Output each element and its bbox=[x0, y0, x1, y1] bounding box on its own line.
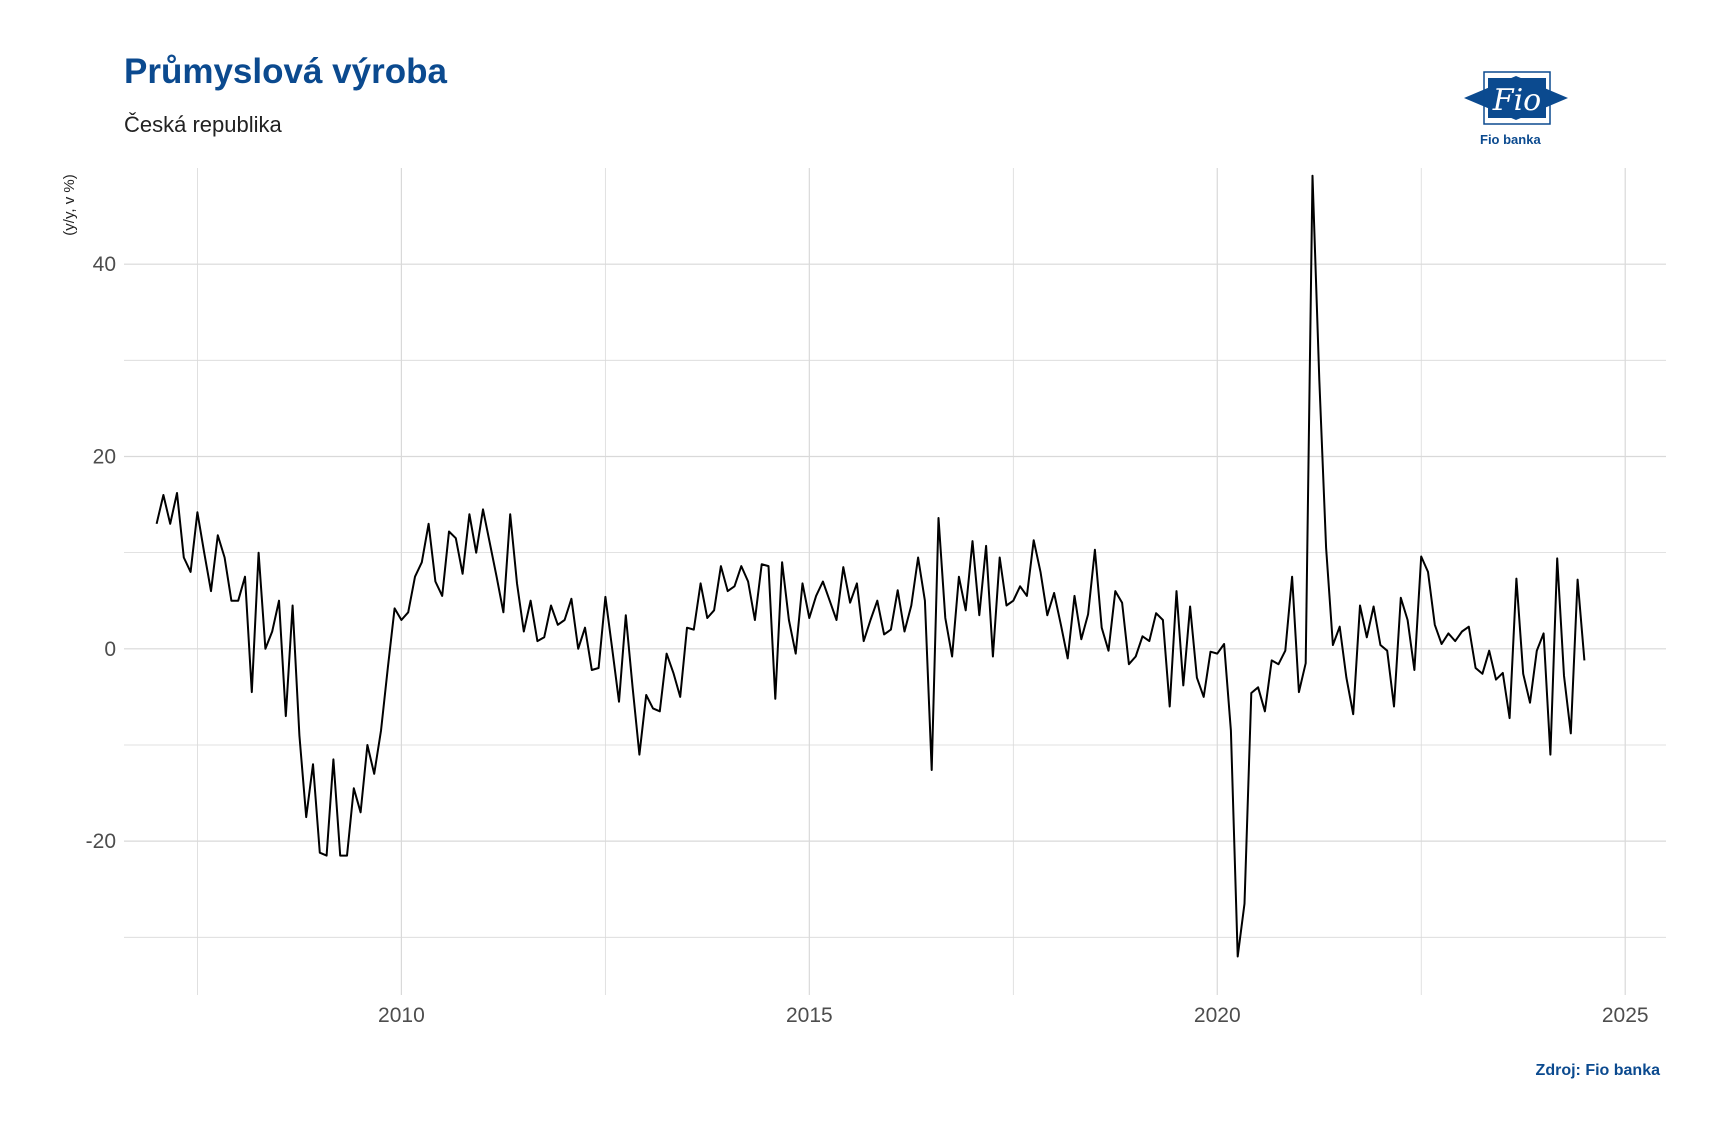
logo-caption: Fio banka bbox=[1480, 132, 1541, 147]
logo-mark: Fio bbox=[1492, 83, 1541, 118]
y-tick-label: 0 bbox=[104, 638, 116, 661]
y-tick-label: 20 bbox=[93, 445, 116, 468]
y-tick-label: 40 bbox=[93, 253, 116, 276]
x-tick-label: 2015 bbox=[786, 1004, 833, 1027]
y-axis-label: (y/y, v %) bbox=[61, 174, 78, 235]
chart-title: Průmyslová výroba bbox=[124, 52, 447, 91]
source-note: Zdroj: Fio banka bbox=[1535, 1062, 1660, 1079]
x-tick-label: 2010 bbox=[378, 1004, 425, 1027]
chart-subtitle: Česká republika bbox=[124, 112, 282, 137]
x-axis-ticks: 2010 2015 2020 2025 bbox=[378, 1004, 1649, 1027]
x-tick-label: 2025 bbox=[1602, 1004, 1649, 1027]
x-tick-label: 2020 bbox=[1194, 1004, 1241, 1027]
series-line bbox=[155, 174, 1586, 958]
fio-banka-logo-icon: Fio bbox=[1464, 71, 1568, 125]
y-axis-ticks: -20 0 20 40 bbox=[86, 253, 116, 853]
chart-grid bbox=[124, 168, 1666, 995]
y-tick-label: -20 bbox=[86, 830, 116, 853]
